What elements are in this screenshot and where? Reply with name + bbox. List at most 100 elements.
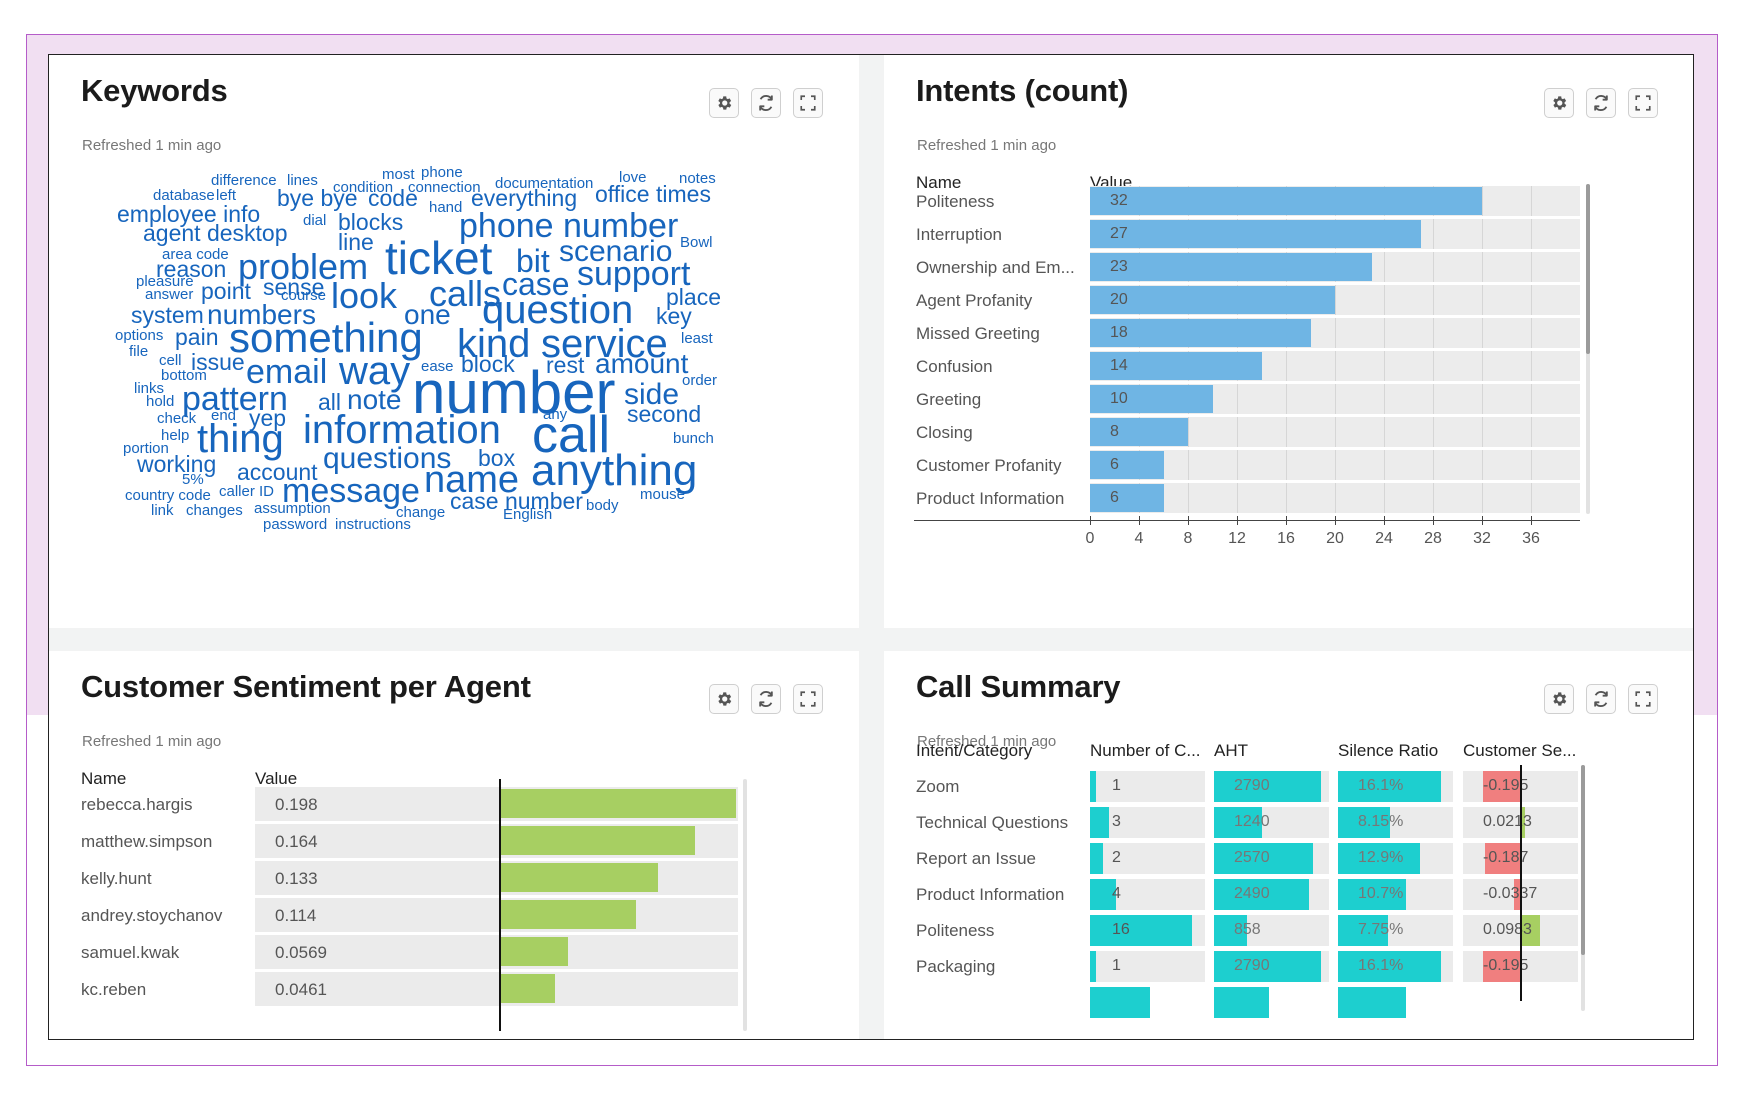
keyword-word[interactable]: name: [424, 459, 520, 501]
keyword-word[interactable]: love: [619, 169, 647, 186]
fullscreen-button[interactable]: [793, 88, 823, 118]
keyword-word[interactable]: kind: [457, 322, 531, 366]
keyword-word[interactable]: second: [627, 401, 702, 427]
keyword-word[interactable]: any: [543, 406, 568, 423]
keyword-word[interactable]: problem: [238, 246, 369, 287]
keyword-word[interactable]: something: [229, 314, 423, 361]
keyword-word[interactable]: portion: [123, 440, 169, 457]
keyword-word[interactable]: box: [478, 445, 516, 471]
keyword-word[interactable]: number: [412, 359, 616, 426]
settings-button[interactable]: [1544, 684, 1574, 714]
keyword-word[interactable]: place: [666, 284, 721, 310]
keyword-word[interactable]: pain: [175, 324, 219, 350]
keyword-word[interactable]: phone number: [459, 207, 679, 245]
keyword-word[interactable]: connection: [408, 179, 481, 196]
keyword-word[interactable]: hold: [146, 393, 175, 410]
fullscreen-button[interactable]: [793, 684, 823, 714]
settings-button[interactable]: [709, 684, 739, 714]
keyword-word[interactable]: course: [281, 287, 327, 304]
fullscreen-button[interactable]: [1628, 684, 1658, 714]
keyword-word[interactable]: service: [541, 322, 668, 366]
keyword-word[interactable]: way: [339, 349, 411, 393]
keyword-word[interactable]: caller ID: [219, 483, 275, 500]
keyword-word[interactable]: difference: [211, 172, 277, 189]
keyword-word[interactable]: case number: [450, 488, 583, 514]
keyword-word[interactable]: end: [211, 407, 237, 424]
keyword-word[interactable]: blocks: [338, 209, 404, 235]
keyword-word[interactable]: left: [216, 187, 237, 204]
keyword-word[interactable]: cell: [159, 352, 182, 369]
keyword-word[interactable]: point: [201, 278, 251, 304]
keyword-word[interactable]: office: [595, 181, 650, 207]
keyword-word[interactable]: line: [338, 229, 374, 255]
keyword-word[interactable]: 5%: [182, 471, 204, 488]
keyword-word[interactable]: rest: [546, 352, 585, 378]
keyword-word[interactable]: change: [396, 504, 446, 521]
settings-button[interactable]: [1544, 88, 1574, 118]
keyword-word[interactable]: condition: [333, 179, 394, 196]
keyword-word[interactable]: password: [263, 516, 328, 533]
keyword-word[interactable]: reason: [156, 256, 227, 282]
keyword-word[interactable]: help: [161, 427, 190, 444]
keyword-word[interactable]: working: [137, 451, 217, 477]
keyword-word[interactable]: calls: [429, 273, 502, 314]
keyword-word[interactable]: account: [237, 459, 318, 485]
keyword-word[interactable]: bit: [516, 243, 550, 279]
keyword-word[interactable]: everything: [471, 185, 578, 211]
keyword-word[interactable]: country code: [125, 487, 211, 504]
keyword-word[interactable]: changes: [186, 502, 243, 519]
keyword-word[interactable]: information: [303, 408, 501, 452]
keyword-word[interactable]: block: [461, 351, 515, 377]
keyword-word[interactable]: least: [681, 330, 713, 347]
refresh-button[interactable]: [1586, 684, 1616, 714]
fullscreen-button[interactable]: [1628, 88, 1658, 118]
keyword-word[interactable]: dial: [303, 212, 327, 229]
keyword-word[interactable]: look: [331, 275, 398, 316]
keyword-word[interactable]: issue: [191, 349, 245, 375]
keyword-word[interactable]: ease: [421, 358, 454, 375]
keyword-word[interactable]: body: [586, 497, 619, 514]
keyword-word[interactable]: all: [318, 389, 342, 415]
keyword-word[interactable]: system: [131, 302, 204, 328]
keyword-word[interactable]: phone: [421, 164, 463, 181]
keyword-word[interactable]: ticket: [385, 232, 493, 284]
keyword-word[interactable]: notes: [679, 170, 716, 187]
keyword-word[interactable]: check: [157, 410, 197, 427]
keyword-word[interactable]: pattern: [182, 380, 288, 418]
keyword-word[interactable]: links: [134, 380, 165, 397]
keyword-word[interactable]: hand: [429, 199, 463, 216]
keyword-word[interactable]: documentation: [495, 175, 594, 192]
keyword-word[interactable]: key: [656, 303, 692, 329]
keyword-word[interactable]: message: [282, 472, 420, 510]
keyword-word[interactable]: note: [347, 384, 402, 415]
keyword-word[interactable]: case: [502, 266, 570, 302]
keyword-word[interactable]: sense: [263, 274, 325, 300]
keyword-word[interactable]: mouse: [640, 486, 686, 503]
refresh-button[interactable]: [751, 88, 781, 118]
keyword-word[interactable]: bottom: [161, 367, 207, 384]
keyword-word[interactable]: anything: [531, 446, 698, 495]
keyword-word[interactable]: employee info: [117, 201, 261, 227]
settings-button[interactable]: [709, 88, 739, 118]
keyword-word[interactable]: thing: [197, 417, 284, 461]
keyword-word[interactable]: answer: [145, 286, 194, 303]
keyword-word[interactable]: pleasure: [136, 273, 194, 290]
keyword-word[interactable]: agent desktop: [143, 220, 288, 246]
keyword-word[interactable]: call: [532, 406, 611, 464]
keyword-word[interactable]: instructions: [335, 516, 411, 533]
keyword-word[interactable]: lines: [287, 172, 318, 189]
keyword-word[interactable]: scenario: [559, 235, 673, 268]
keyword-word[interactable]: options: [115, 327, 164, 344]
keyword-word[interactable]: order: [682, 372, 718, 389]
keyword-word[interactable]: code: [368, 185, 418, 211]
keyword-word[interactable]: amount: [595, 348, 689, 379]
keyword-word[interactable]: support: [577, 255, 691, 293]
keyword-word[interactable]: file: [129, 343, 149, 360]
keyword-word[interactable]: bunch: [673, 430, 714, 447]
keyword-word[interactable]: numbers: [207, 299, 316, 330]
keyword-word[interactable]: link: [151, 502, 174, 519]
keyword-word[interactable]: Bowl: [680, 234, 713, 251]
keyword-word[interactable]: database: [153, 187, 215, 204]
keyword-word[interactable]: one: [404, 299, 451, 330]
refresh-button[interactable]: [751, 684, 781, 714]
